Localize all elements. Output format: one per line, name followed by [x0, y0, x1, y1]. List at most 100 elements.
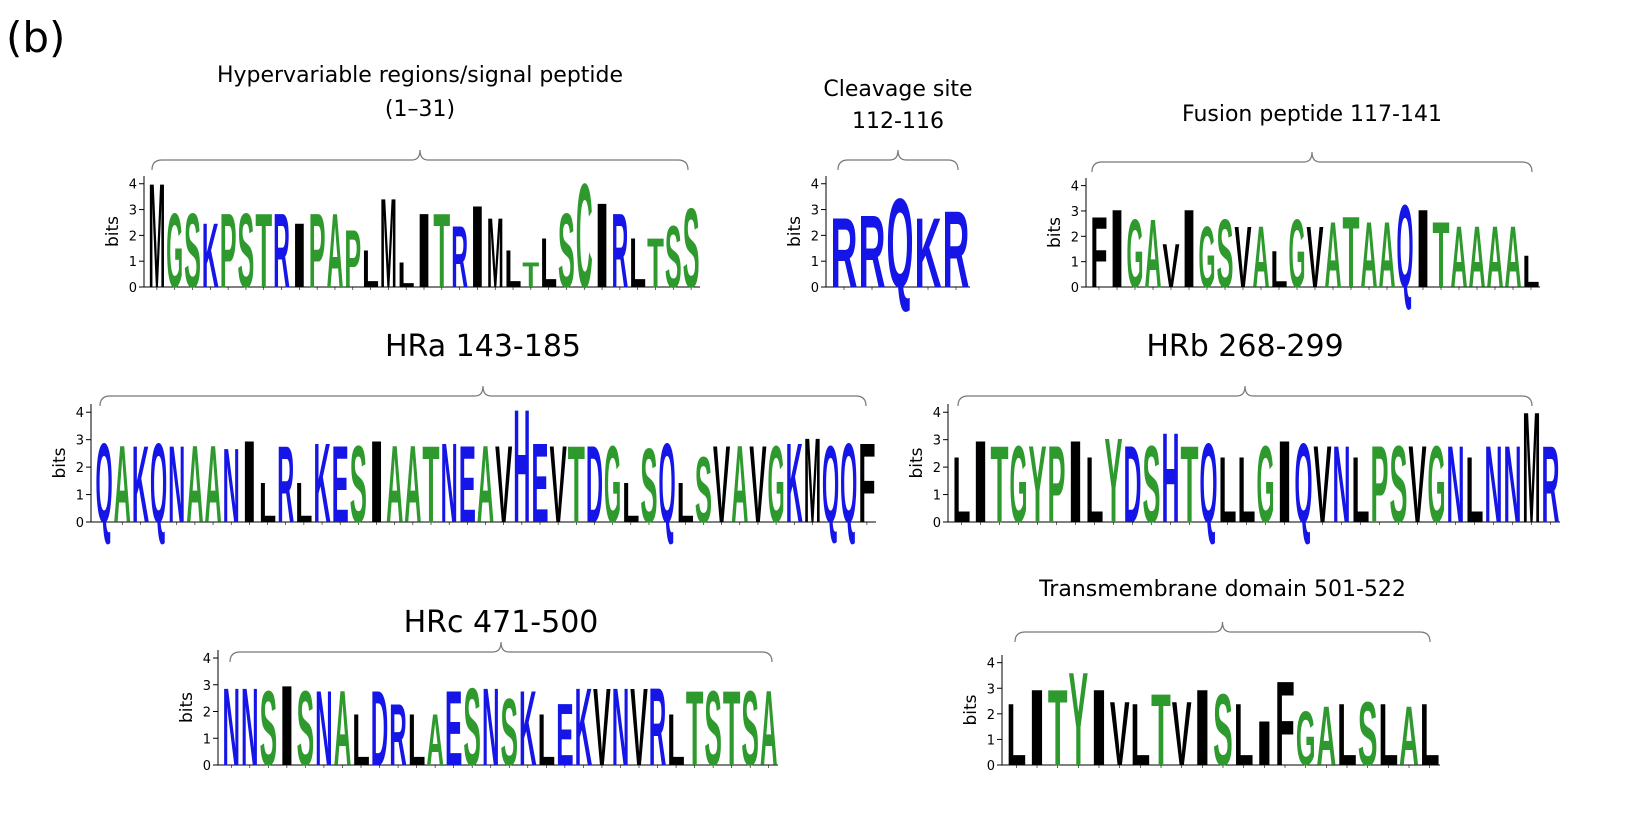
logo-letter: L [398, 255, 415, 295]
logo-letter: L [1007, 686, 1027, 784]
logo-letter: L [667, 699, 685, 781]
logo-letter: H [513, 376, 530, 557]
y-tick-label: 2 [1071, 230, 1079, 245]
logo-letter: T [723, 669, 741, 788]
logo-letter: R [649, 666, 667, 789]
logo-letter: V [593, 666, 611, 789]
logo-letter: L [1352, 437, 1370, 542]
logo-letter: V [1314, 424, 1332, 546]
logo-letter: I [291, 204, 308, 307]
y-tick-label: 3 [76, 434, 84, 449]
y-tick-label: 0 [129, 281, 137, 296]
logo-letter: Q [150, 420, 167, 546]
logo-letter: G [1127, 199, 1144, 308]
panel-title: HRc 471-500 [404, 605, 599, 640]
logo-letter: L [1337, 686, 1357, 784]
logo-letter: T [1048, 668, 1068, 789]
y-tick-label: 3 [811, 204, 819, 219]
logo-letter: L [362, 240, 379, 299]
logo-letter: I [1089, 668, 1109, 789]
logo-letter: T [1181, 424, 1199, 546]
y-tick-label: 4 [1071, 180, 1079, 195]
logo-letter: R [273, 191, 290, 310]
logo-letter: R [859, 194, 886, 309]
logo-letter: G [604, 424, 621, 546]
logo-letter: T [422, 424, 439, 546]
logo-letter: I [241, 416, 258, 547]
y-tick-label: 3 [987, 682, 995, 697]
y-tick-label: 3 [129, 204, 137, 219]
logo-letter: T [1343, 197, 1360, 309]
bracket [151, 149, 689, 171]
logo-letter: L [352, 699, 370, 781]
logo-letter: S [1217, 199, 1234, 308]
logo-letter: P [344, 214, 361, 305]
logo-letter: N [1504, 424, 1522, 546]
logo-letter: R [611, 191, 628, 310]
logo-letter: P [1371, 424, 1389, 546]
logo-letter: L [622, 471, 639, 534]
logo-letter: Q [96, 420, 113, 546]
y-tick-label: 0 [1071, 281, 1079, 296]
y-tick-label: 1 [203, 732, 211, 747]
y-tick-label: 1 [933, 489, 941, 504]
logo-letter: M [1523, 379, 1541, 556]
logo-letter: R [831, 198, 858, 309]
logo-letter: N [482, 666, 500, 789]
logo-letter: R [1542, 424, 1560, 546]
y-tick-label: 4 [76, 406, 84, 421]
logo-letter: A [204, 424, 221, 546]
logo-letter: N [223, 428, 240, 545]
logo-letter: Q [887, 173, 914, 315]
y-axis-label: bits [961, 694, 981, 725]
logo-letter: I [278, 663, 296, 790]
logo-letter: A [386, 424, 403, 546]
y-tick-label: 0 [203, 759, 211, 774]
logo-letter: D [371, 669, 389, 788]
logo-letter: N [241, 666, 259, 789]
logo-letter: A [334, 669, 352, 788]
logo-letter: L [1086, 437, 1104, 542]
logo-letter: K [519, 669, 537, 788]
panel-title: Transmembrane domain 501-522 [1038, 577, 1406, 602]
panel-title: 112-116 [852, 109, 944, 134]
logo-letter: L [505, 240, 522, 299]
logo-letter: N [612, 666, 630, 789]
logo-letter: P [1048, 424, 1066, 546]
logo-letter: S [695, 437, 712, 542]
logo-letter: K [202, 204, 219, 307]
logo-letter: D [1124, 424, 1142, 546]
logo-letter: L [259, 471, 276, 534]
logo-letter: L [1523, 246, 1540, 297]
logo-letter: Y [1069, 645, 1089, 794]
bracket [1014, 621, 1431, 643]
logo-letter: T [991, 424, 1009, 546]
logo-letter: D [586, 424, 603, 546]
logo-letter: L [1271, 241, 1288, 299]
logo-letter: S [1213, 673, 1233, 787]
logo-letter: A [1487, 209, 1504, 306]
logo-letter: L [540, 224, 557, 303]
logo-letter: I [1276, 416, 1294, 547]
logo-letter: G [1296, 696, 1316, 782]
logo-letter: T [433, 191, 450, 310]
logo-letter: E [459, 424, 476, 546]
y-tick-label: 1 [76, 489, 84, 504]
logo-letter: G [1010, 424, 1028, 546]
logo-letter: L [1219, 437, 1237, 542]
logo-letter: S [640, 428, 657, 545]
logo-letter: A [1379, 202, 1396, 307]
logo-letter: V [1172, 683, 1192, 785]
logo-letter: A [404, 424, 421, 546]
logo-letter: L [295, 471, 312, 534]
logo-letter: I [416, 191, 433, 310]
logo-letter: G [1257, 424, 1275, 546]
logo-letter: Q [1200, 420, 1218, 546]
logo-letter: T [647, 224, 664, 303]
logo-letter: Q [1295, 420, 1313, 546]
logo-letter: A [1317, 689, 1337, 783]
logo-letter: L [953, 437, 971, 542]
logo-letter: E [332, 424, 349, 546]
panel-label: (b) [6, 13, 65, 62]
logo-letter: S [501, 680, 519, 786]
